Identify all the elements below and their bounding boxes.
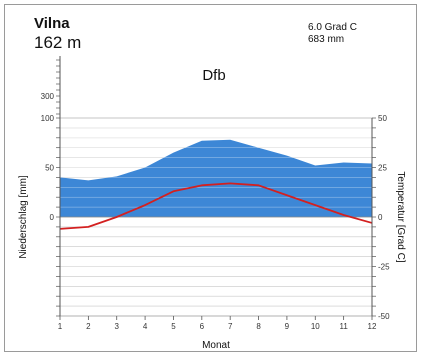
x-tick-label: 8	[256, 322, 261, 331]
x-tick-label: 12	[368, 322, 377, 331]
left-tick-label: 300	[41, 92, 55, 101]
left-tick-label: 50	[45, 164, 54, 173]
right-tick-label: -50	[378, 312, 390, 321]
x-tick-label: 11	[339, 322, 348, 331]
x-tick-label: 2	[86, 322, 91, 331]
mean-temperature: 6.0 Grad C	[308, 22, 357, 33]
x-axis-label: Monat	[202, 340, 230, 351]
x-tick-label: 7	[228, 322, 233, 331]
station-name: Vilna	[34, 15, 70, 32]
x-tick-label: 5	[171, 322, 176, 331]
temperature-line	[59, 182, 373, 230]
right-tick-label: 25	[378, 164, 387, 173]
station-elevation: 162 m	[34, 33, 81, 52]
x-tick-label: 4	[143, 322, 148, 331]
x-tick-label: 6	[200, 322, 205, 331]
climate-classification: Dfb	[202, 67, 225, 84]
x-tick-label: 3	[115, 322, 120, 331]
right-tick-label: -25	[378, 263, 390, 272]
x-tick-label: 9	[285, 322, 290, 331]
right-tick-label: 50	[378, 114, 387, 123]
y-axis-right-label: Temperatur [Grad C]	[395, 171, 406, 262]
right-tick-label: 0	[378, 213, 383, 222]
annual-precipitation: 683 mm	[308, 34, 344, 45]
x-tick-label: 10	[311, 322, 320, 331]
y-axis-left-label: Niederschlag [mm]	[18, 175, 29, 259]
left-tick-label: 100	[41, 114, 55, 123]
left-tick-label: 0	[50, 213, 55, 222]
x-tick-label: 1	[58, 322, 63, 331]
